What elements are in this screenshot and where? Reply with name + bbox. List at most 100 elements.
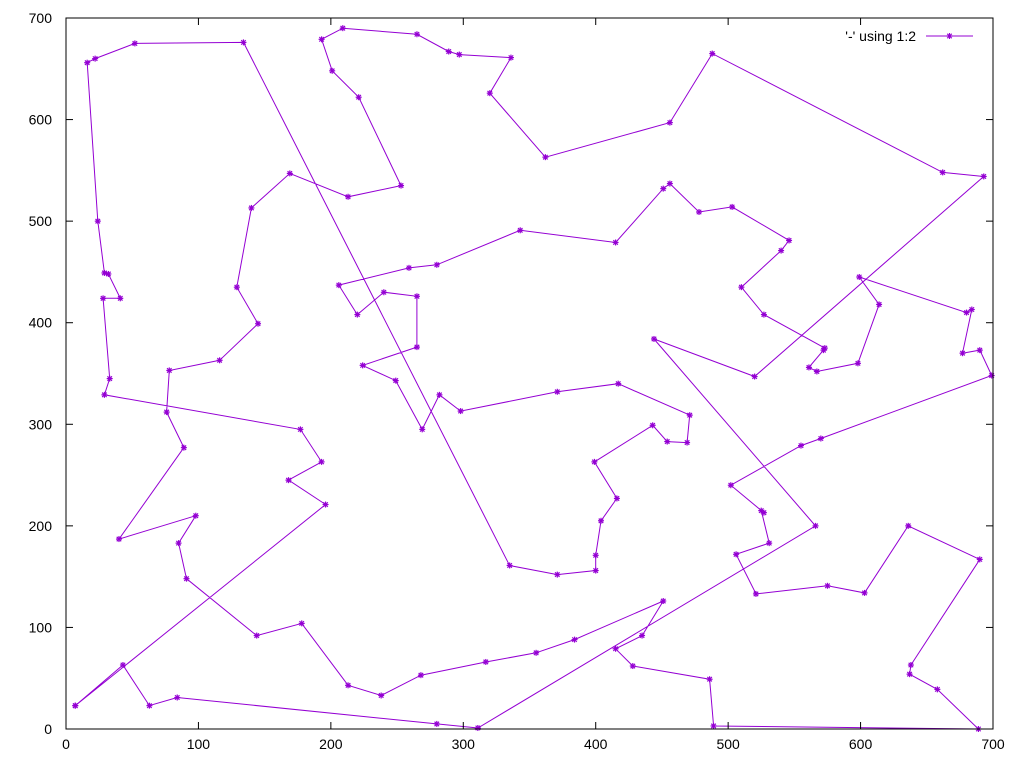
data-point — [752, 590, 759, 597]
data-point — [482, 658, 489, 665]
data-point — [612, 645, 619, 652]
legend: '-' using 1:2 — [845, 28, 973, 44]
y-tick-label: 0 — [44, 721, 52, 737]
data-point — [696, 209, 703, 216]
data-point — [329, 67, 336, 74]
data-point — [101, 391, 108, 398]
data-point — [506, 562, 513, 569]
data-point — [100, 295, 107, 302]
data-point — [786, 237, 793, 244]
data-point — [592, 567, 599, 574]
data-point — [166, 367, 173, 374]
data-point — [934, 686, 941, 693]
data-point — [297, 426, 304, 433]
data-point — [666, 180, 673, 187]
data-point — [664, 438, 671, 445]
x-tick-labels: 0 100 200 300 400 500 600 700 — [62, 736, 1005, 752]
data-point — [817, 435, 824, 442]
data-point — [413, 344, 420, 351]
data-point — [456, 51, 463, 58]
legend-marker-glyph — [946, 33, 953, 39]
data-point — [298, 620, 305, 627]
data-point — [906, 671, 913, 678]
data-point — [240, 39, 247, 46]
y-tick-labels: 0 100 200 300 400 500 600 700 — [29, 10, 53, 737]
data-point — [876, 301, 883, 308]
data-point — [398, 182, 405, 189]
data-point — [286, 170, 293, 177]
data-point — [322, 501, 329, 508]
x-tick-label: 300 — [452, 736, 476, 752]
data-point — [650, 335, 657, 342]
data-point — [629, 663, 636, 670]
legend-label: '-' using 1:2 — [845, 28, 916, 44]
data-point — [354, 311, 361, 318]
data-point — [517, 227, 524, 234]
data-point — [163, 409, 170, 416]
data-point — [180, 444, 187, 451]
data-point — [613, 495, 620, 502]
data-point — [733, 551, 740, 558]
x-tick-label: 600 — [849, 736, 873, 752]
y-tick-label: 600 — [29, 112, 53, 128]
data-point — [710, 722, 717, 729]
data-point — [612, 239, 619, 246]
data-point — [554, 571, 561, 578]
data-point — [84, 59, 91, 66]
data-point — [378, 692, 385, 699]
data-point — [856, 274, 863, 281]
data-point — [117, 295, 124, 302]
data-point — [146, 702, 153, 709]
data-point — [413, 31, 420, 38]
data-point — [821, 345, 828, 352]
data-point — [174, 694, 181, 701]
plot-border — [65, 17, 994, 730]
data-point — [380, 289, 387, 296]
data-point — [738, 284, 745, 291]
data-point — [684, 439, 691, 446]
y-tick-label: 500 — [29, 213, 53, 229]
data-point — [968, 306, 975, 313]
data-point — [591, 458, 598, 465]
data-point — [861, 589, 868, 596]
data-point — [92, 55, 99, 62]
data-point — [727, 482, 734, 489]
data-point — [729, 203, 736, 210]
data-point — [813, 368, 820, 375]
data-point — [797, 442, 804, 449]
data-point — [592, 552, 599, 559]
data-point — [192, 512, 199, 519]
data-point — [233, 284, 240, 291]
data-point — [988, 372, 995, 379]
data-point — [339, 25, 346, 32]
data-point — [963, 309, 970, 316]
data-point — [433, 720, 440, 727]
legend-marker — [946, 33, 953, 39]
x-tick-label: 400 — [584, 736, 608, 752]
data-point — [660, 185, 667, 192]
data-point — [507, 54, 514, 61]
data-point — [345, 682, 352, 689]
data-point — [649, 422, 656, 429]
data-point — [417, 672, 424, 679]
data-point — [392, 377, 399, 384]
data-point — [355, 94, 362, 101]
data-point — [105, 270, 112, 277]
data-point — [413, 293, 420, 300]
data-point — [905, 522, 912, 529]
data-point — [253, 632, 260, 639]
x-tick-label: 0 — [62, 736, 70, 752]
data-point — [706, 676, 713, 683]
data-point — [183, 575, 190, 582]
x-tick-label: 200 — [319, 736, 343, 752]
data-point — [751, 373, 758, 380]
y-tick-label: 700 — [29, 10, 53, 26]
data-point — [175, 540, 182, 547]
x-tick-label: 500 — [716, 736, 740, 752]
data-point — [571, 636, 578, 643]
data-point — [101, 269, 108, 276]
data-point — [216, 357, 223, 364]
data-point — [805, 364, 812, 371]
data-point — [318, 458, 325, 465]
